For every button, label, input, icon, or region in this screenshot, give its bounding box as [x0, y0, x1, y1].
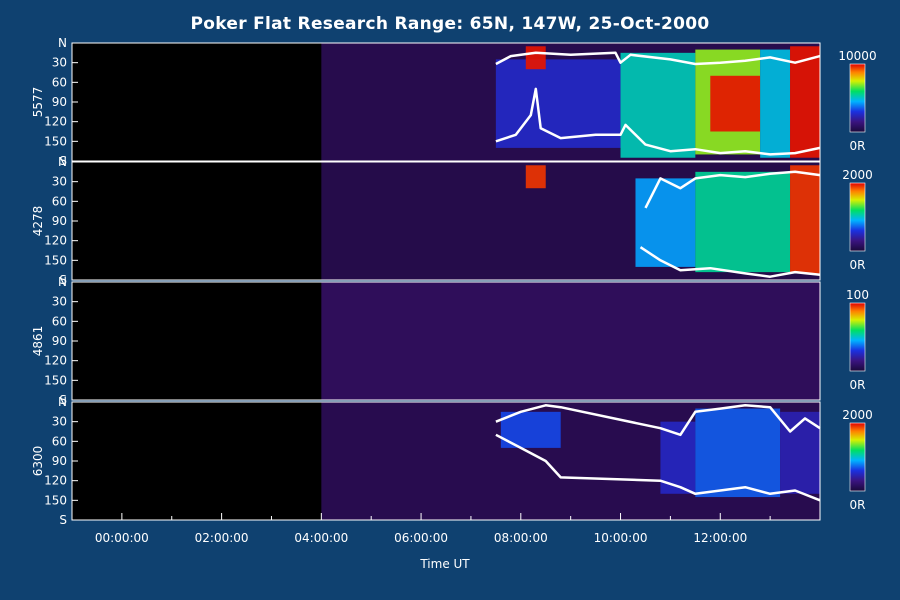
x-tick-label: 08:00:00	[494, 531, 548, 545]
contour-upper-line	[495, 404, 821, 437]
y-tick-label: 150	[44, 493, 67, 507]
emission-region	[695, 408, 781, 498]
y-tick-label: 90	[52, 95, 67, 109]
emission-region	[635, 178, 696, 267]
y-tick-label: N	[58, 155, 67, 169]
colorbar-max-label: 10000	[838, 49, 876, 63]
y-tick-label: 150	[44, 253, 67, 267]
y-tick-label: S	[59, 393, 67, 407]
colorbar-max-label: 2000	[842, 408, 873, 422]
y-tick-label: 120	[44, 234, 67, 248]
panel-ylabel: 6300	[31, 446, 45, 477]
x-tick-label: 02:00:00	[195, 531, 249, 545]
y-tick-label: 60	[52, 314, 67, 328]
y-tick-label: S	[59, 154, 67, 168]
colorbar	[849, 63, 866, 133]
x-tick-label: 00:00:00	[95, 531, 149, 545]
emission-region	[525, 165, 546, 189]
panel-ylabel: 4861	[31, 326, 45, 357]
colorbar-max-label: 100	[846, 288, 869, 302]
emission-region	[525, 46, 546, 70]
emission-region	[620, 52, 696, 158]
colorbar-min-label: 0R	[850, 498, 866, 512]
y-tick-label: 90	[52, 454, 67, 468]
colorbar	[849, 302, 866, 372]
colorbar-min-label: 0R	[850, 258, 866, 272]
contour-lower-line	[639, 246, 821, 278]
contour-upper-line	[495, 51, 821, 66]
y-tick-label: 120	[44, 354, 67, 368]
x-tick-label: 12:00:00	[693, 531, 747, 545]
panel-5577: N 30 60 90 120 150 S 5577 10000 0R	[31, 36, 877, 168]
contour-lower-line	[495, 433, 821, 502]
y-tick-label: 60	[52, 75, 67, 89]
colorbar-min-label: 0R	[850, 139, 866, 153]
background-emission	[321, 282, 820, 400]
y-tick-label: 30	[52, 415, 67, 429]
emission-region	[790, 165, 820, 274]
y-tick-label: S	[59, 273, 67, 287]
y-tick-label: 150	[44, 373, 67, 387]
x-tick-label: 06:00:00	[394, 531, 448, 545]
y-tick-label: 60	[52, 434, 67, 448]
x-axis-label: Time UT	[419, 557, 470, 571]
y-tick-label: 30	[52, 56, 67, 70]
panel-4278: N 30 60 90 120 150 S 4278 2000 0R	[31, 155, 873, 287]
y-tick-label: 60	[52, 194, 67, 208]
x-tick-label: 04:00:00	[294, 531, 348, 545]
chart-title: Poker Flat Research Range: 65N, 147W, 25…	[190, 14, 709, 34]
y-tick-label: N	[58, 395, 67, 409]
y-tick-label: 90	[52, 334, 67, 348]
emission-region	[695, 171, 791, 273]
y-tick-label: 150	[44, 134, 67, 148]
contour-upper-line	[644, 170, 821, 209]
emission-region	[790, 46, 820, 158]
emission-region	[760, 49, 791, 158]
y-tick-label: 120	[44, 115, 67, 129]
y-tick-label: 30	[52, 295, 67, 309]
colorbar	[849, 182, 866, 252]
colorbar-max-label: 2000	[842, 168, 873, 182]
x-tick-label: 10:00:00	[594, 531, 648, 545]
y-tick-label: 90	[52, 214, 67, 228]
colorbar	[849, 422, 866, 492]
y-tick-label: N	[58, 275, 67, 289]
y-tick-label: 120	[44, 474, 67, 488]
colorbar-min-label: 0R	[850, 378, 866, 392]
y-tick-label: S	[59, 513, 67, 527]
y-tick-label: 30	[52, 175, 67, 189]
panel-6300: N 30 60 90 120 150 S 6300 2000 0R	[31, 395, 873, 527]
panel-4861: N 30 60 90 120 150 S 4861 100 0R	[31, 275, 869, 407]
y-tick-label: N	[58, 36, 67, 50]
contour-lower-line	[495, 87, 821, 156]
panel-ylabel: 5577	[31, 87, 45, 118]
panel-ylabel: 4278	[31, 206, 45, 237]
emission-region	[710, 75, 761, 132]
